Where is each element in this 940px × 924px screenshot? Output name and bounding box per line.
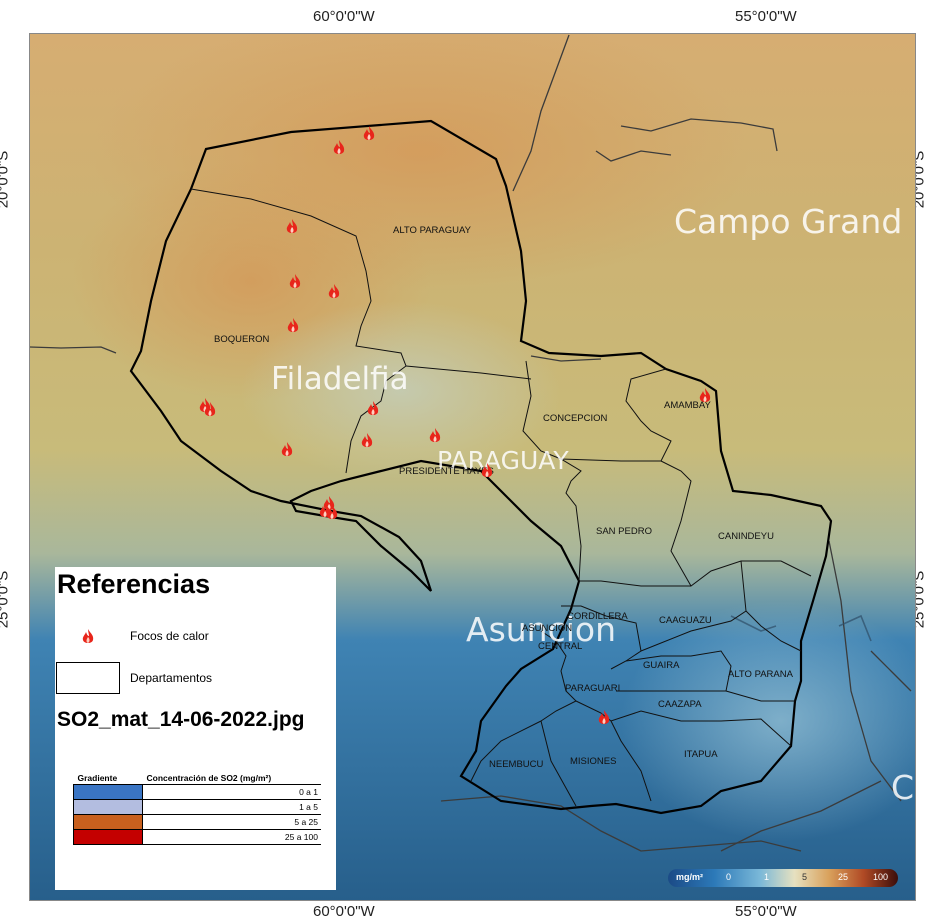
dept-itapua: ITAPUA (684, 749, 718, 760)
color-scale-bar: mg/m² 0 1 5 25 100 (668, 869, 898, 887)
concentration-header: Concentración de SO2 (mg/m²) (142, 772, 321, 785)
dept-asuncion: ASUNCION (522, 623, 572, 634)
dept-concepcion: CONCEPCION (543, 413, 608, 424)
fire-marker-icon (598, 710, 610, 724)
lon-label-top-60: 60°0'0"W (313, 8, 375, 25)
lon-label-bottom-55: 55°0'0"W (735, 903, 797, 920)
city-asuncion: Asuncion (466, 610, 616, 649)
fire-marker-icon (699, 388, 711, 402)
legend-file-name: SO2_mat_14-06-2022.jpg (57, 708, 305, 731)
table-row: 0 a 1 (73, 784, 321, 800)
range-label: 1 a 5 (142, 799, 321, 815)
dept-alto-paraguay: ALTO PARAGUAY (393, 225, 472, 236)
fire-marker-icon (367, 401, 379, 415)
fire-marker-icon (326, 505, 338, 519)
range-label: 5 a 25 (142, 814, 321, 830)
legend-title: Referencias (57, 569, 211, 599)
fire-marker-icon (481, 463, 493, 477)
fire-marker-icon (204, 402, 216, 416)
city-campo-grande: Campo Grand (674, 202, 902, 241)
legend-fire-label: Focos de calor (130, 629, 209, 643)
color-scale-gradient (668, 869, 898, 887)
legend-panel: Referencias Focos de calor Departamentos… (55, 567, 336, 890)
lon-label-bottom-60: 60°0'0"W (313, 903, 375, 920)
fire-marker-icon (287, 318, 299, 332)
dept-central: CENTRAL (538, 641, 582, 652)
fire-marker-icon (281, 442, 293, 456)
lat-label-left-25: 25°0'0"S (0, 570, 12, 629)
dept-cordillera: CORDILLERA (567, 611, 628, 622)
fire-icon (82, 629, 94, 643)
range-label: 25 a 100 (142, 829, 321, 845)
fire-marker-icon (429, 428, 441, 442)
city-edge-c: C (891, 768, 914, 807)
scale-tick: 100 (873, 872, 889, 882)
dept-amambay: AMAMBAY (664, 400, 711, 411)
fire-marker-icon (319, 503, 331, 517)
dept-misiones: MISIONES (570, 756, 616, 767)
gradient-swatch (73, 814, 143, 830)
fire-marker-icon (328, 284, 340, 298)
gradient-header: Gradiente (73, 772, 143, 785)
dept-caazapa: CAAZAPA (658, 699, 702, 710)
lon-label-top-55: 55°0'0"W (735, 8, 797, 25)
dept-canindeyu: CANINDEYU (718, 531, 774, 542)
range-label: 0 a 1 (142, 784, 321, 800)
table-row: 5 a 25 (73, 814, 321, 830)
fire-marker-icon (363, 126, 375, 140)
table-row: 25 a 100 (73, 829, 321, 845)
gradient-swatch (73, 784, 143, 800)
dept-san-pedro: SAN PEDRO (596, 526, 652, 537)
fire-marker-icon (333, 140, 345, 154)
scale-tick: 5 (802, 872, 808, 882)
scale-unit: mg/m² (676, 872, 703, 882)
dept-alto-parana: ALTO PARANA (728, 669, 794, 680)
country-paraguay: PARAGUAY (437, 446, 569, 475)
fire-marker-icon (361, 433, 373, 447)
gradient-swatch (73, 829, 143, 845)
table-row: 1 a 5 (73, 799, 321, 815)
dept-guaira: GUAIRA (643, 660, 680, 671)
fire-marker-icon (289, 274, 301, 288)
scale-tick: 0 (726, 872, 732, 882)
scale-tick: 25 (838, 872, 849, 882)
dept-boqueron: BOQUERON (214, 334, 270, 345)
dept-neembucu: NEEMBUCU (489, 759, 544, 770)
gradient-table: Gradiente Concentración de SO2 (mg/m²) 0… (73, 772, 321, 845)
fire-marker-icon (286, 219, 298, 233)
gradient-swatch (73, 799, 143, 815)
legend-department-label: Departamentos (130, 671, 213, 685)
lat-label-left-20: 20°0'0"S (0, 150, 12, 209)
dept-presidente-hayes: PRESIDENTE HAYES (399, 466, 494, 477)
scale-tick: 1 (764, 872, 770, 882)
dept-paraguari: PARAGUARI (565, 683, 620, 694)
dept-caaguazu: CAAGUAZU (659, 615, 712, 626)
legend-department-swatch (56, 662, 120, 694)
city-filadelfia: Filadelfia (271, 361, 409, 397)
